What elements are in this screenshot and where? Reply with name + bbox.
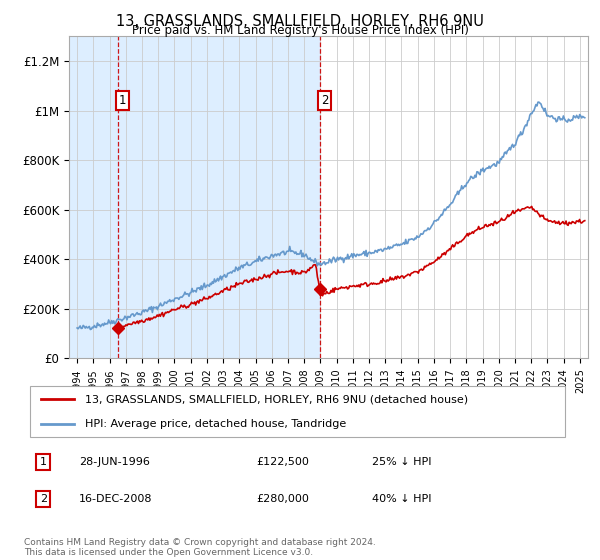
Text: 28-JUN-1996: 28-JUN-1996: [79, 457, 150, 467]
Text: 1: 1: [119, 94, 126, 108]
Text: 2: 2: [40, 494, 47, 504]
Text: 40% ↓ HPI: 40% ↓ HPI: [372, 494, 431, 504]
Text: £122,500: £122,500: [256, 457, 309, 467]
Text: Contains HM Land Registry data © Crown copyright and database right 2024.
This d: Contains HM Land Registry data © Crown c…: [24, 538, 376, 557]
Text: HPI: Average price, detached house, Tandridge: HPI: Average price, detached house, Tand…: [85, 419, 346, 429]
Text: 25% ↓ HPI: 25% ↓ HPI: [372, 457, 431, 467]
Text: 16-DEC-2008: 16-DEC-2008: [79, 494, 152, 504]
Text: £280,000: £280,000: [256, 494, 309, 504]
Text: 13, GRASSLANDS, SMALLFIELD, HORLEY, RH6 9NU (detached house): 13, GRASSLANDS, SMALLFIELD, HORLEY, RH6 …: [85, 394, 468, 404]
Text: 1: 1: [40, 457, 47, 467]
Bar: [69, 36, 320, 358]
Text: Price paid vs. HM Land Registry's House Price Index (HPI): Price paid vs. HM Land Registry's House …: [131, 24, 469, 37]
FancyBboxPatch shape: [29, 386, 565, 437]
Text: 13, GRASSLANDS, SMALLFIELD, HORLEY, RH6 9NU: 13, GRASSLANDS, SMALLFIELD, HORLEY, RH6 …: [116, 14, 484, 29]
Text: 2: 2: [320, 94, 328, 108]
